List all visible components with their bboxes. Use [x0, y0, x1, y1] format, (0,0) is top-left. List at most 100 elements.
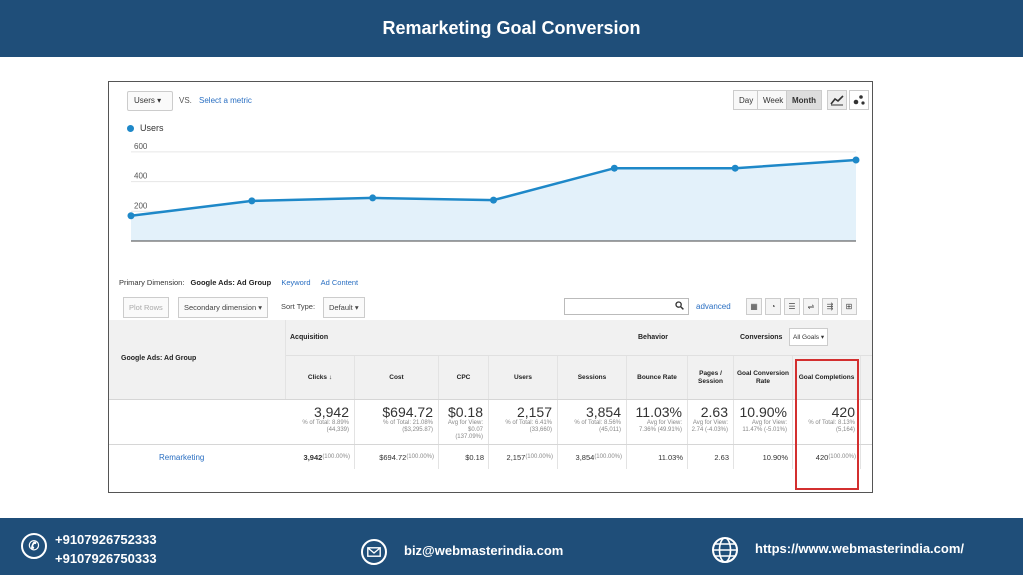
term-cloud-view-icon[interactable]: ⇶ [822, 298, 838, 315]
dimension-ad-group[interactable]: Google Ads: Ad Group [190, 278, 272, 287]
line-chart-icon[interactable] [827, 90, 847, 110]
performance-view-icon[interactable]: ☰ [784, 298, 800, 315]
slide-header: Remarketing Goal Conversion [0, 0, 1023, 57]
secondary-dimension-select[interactable]: Secondary dimension ▾ [178, 297, 268, 318]
total-value: 3,942 [313, 404, 349, 420]
total-value: 10.90% [739, 404, 787, 420]
dimension-keyword-link[interactable]: Keyword [281, 278, 311, 287]
column-header[interactable]: Sessions [558, 356, 627, 399]
period-day-button[interactable]: Day [733, 90, 760, 110]
column-header[interactable]: Cost [355, 356, 439, 399]
analytics-screenshot: Users ▾ VS. Select a metric Day Week Mon… [108, 81, 873, 493]
column-header[interactable]: Goal Conversion Rate [734, 356, 793, 399]
phone-1[interactable]: +9107926752333 [55, 532, 157, 547]
column-header[interactable]: CPC [439, 356, 489, 399]
total-sub-text: Avg for View: 11.47% (-5.01%) [742, 420, 787, 433]
period-week-button[interactable]: Week [757, 90, 790, 110]
sort-type-select[interactable]: Default ▾ [323, 297, 365, 318]
cell-percent: (100.00%) [406, 454, 434, 460]
acquisition-group-header: Acquisition [290, 334, 329, 341]
dimension-ad-content-link[interactable]: Ad Content [320, 278, 359, 287]
users-data-point[interactable] [731, 164, 739, 172]
vs-label: VS. [179, 96, 192, 105]
phone-2[interactable]: +9107926750333 [55, 551, 157, 566]
cell-percent: (100.00%) [322, 454, 350, 460]
email-icon [361, 539, 387, 565]
column-header[interactable]: Pages / Session [688, 356, 734, 399]
y-tick-label: 600 [134, 142, 148, 151]
plot-rows-button[interactable]: Plot Rows [123, 297, 169, 318]
column-header[interactable]: Clicks ↓ [286, 356, 355, 399]
total-value: 420 [831, 404, 855, 420]
total-sub-text: % of Total: 21.08% ($3,295.87) [383, 420, 433, 433]
total-value: 2.63 [700, 404, 728, 420]
users-data-point[interactable] [248, 197, 256, 205]
behavior-group-header: Behavior [638, 334, 668, 341]
cell-percent: (100.00%) [525, 454, 553, 460]
metric-select[interactable]: Users ▾ [127, 91, 173, 111]
totals-cell: 420% of Total: 8.13% (5,164) [793, 400, 861, 444]
users-data-point[interactable] [490, 196, 497, 204]
select-metric-link[interactable]: Select a metric [199, 96, 252, 105]
chevron-down-icon: ▾ [157, 96, 162, 105]
total-value: 3,854 [585, 404, 621, 420]
chevron-down-icon: ▾ [354, 303, 359, 312]
totals-cell: 11.03% Avg for View: 7.36% (49.91%) [627, 400, 688, 444]
users-data-point[interactable] [852, 156, 860, 164]
table-cell: 11.03% [627, 445, 688, 469]
totals-cell: $0.18 Avg for View: $0.07 (137.09%) [439, 400, 489, 444]
users-legend-dot [127, 125, 134, 132]
totals-cell: 2.63 Avg for View: 2.74 (-4.03%) [688, 400, 734, 444]
advanced-filter-link[interactable]: advanced [696, 302, 731, 311]
totals-cell: 3,942% of Total: 8.89% (44,339) [286, 400, 355, 444]
motion-chart-icon[interactable] [849, 90, 869, 110]
grid-view-icon[interactable]: ▦ [746, 298, 762, 315]
totals-cell: $694.72% of Total: 21.08% ($3,295.87) [355, 400, 439, 444]
total-value: 2,157 [516, 404, 552, 420]
y-tick-label: 200 [134, 201, 148, 210]
remarketing-row-link[interactable]: Remarketing [159, 453, 205, 462]
cell-value: 2.63 [714, 452, 729, 462]
dimension-header[interactable]: Google Ads: Ad Group [121, 355, 197, 362]
table-header-bg [109, 320, 872, 399]
period-month-button[interactable]: Month [786, 90, 822, 110]
table-cell: 2,157 (100.00%) [489, 445, 558, 469]
users-legend-label: Users [140, 123, 164, 133]
table-cell: $694.72 (100.00%) [355, 445, 439, 469]
table-cell: 10.90% [734, 445, 793, 469]
column-header[interactable]: Goal Completions [793, 356, 861, 399]
y-tick-label: 400 [134, 172, 148, 181]
globe-icon [712, 537, 738, 563]
totals-cell: 3,854% of Total: 8.56% (45,011) [558, 400, 627, 444]
pivot-view-icon[interactable]: ⊞ [841, 298, 857, 315]
users-data-point[interactable] [127, 212, 135, 220]
total-sub-text: % of Total: 8.13% (5,164) [808, 420, 855, 433]
totals-cell: 2,157% of Total: 6.41% (33,660) [489, 400, 558, 444]
users-data-point[interactable] [610, 164, 618, 172]
table-cell: 2.63 [688, 445, 734, 469]
email-address[interactable]: biz@webmasterindia.com [404, 543, 564, 558]
row-divider [109, 444, 872, 445]
cell-value: 420 [815, 452, 829, 462]
search-icon[interactable] [675, 301, 684, 312]
table-search-input[interactable] [564, 298, 689, 315]
table-cell: 3,942 (100.00%) [286, 445, 355, 469]
cell-value: 10.90% [762, 452, 788, 462]
table-cell: $0.18 [439, 445, 489, 469]
total-value: $694.72 [382, 404, 433, 420]
table-cell: 3,854 (100.00%) [558, 445, 627, 469]
total-value: 11.03% [635, 404, 682, 420]
sort-type-label: Sort Type: [281, 302, 316, 311]
goals-select[interactable]: All Goals ▾ [789, 328, 829, 346]
column-header[interactable]: Bounce Rate [627, 356, 688, 399]
slide-title: Remarketing Goal Conversion [382, 18, 641, 38]
cell-value: $0.18 [465, 452, 484, 462]
total-sub-text: % of Total: 8.89% (44,339) [302, 420, 349, 433]
pie-view-icon[interactable]: ◔ [765, 298, 781, 315]
primary-dimension-bar: Primary Dimension: Google Ads: Ad Group … [119, 278, 358, 287]
users-data-point[interactable] [369, 194, 377, 202]
website-url[interactable]: https://www.webmasterindia.com/ [755, 541, 964, 556]
cell-value: 2,157 [506, 452, 526, 462]
comparison-view-icon[interactable]: ⇌ [803, 298, 819, 315]
column-header[interactable]: Users [489, 356, 558, 399]
